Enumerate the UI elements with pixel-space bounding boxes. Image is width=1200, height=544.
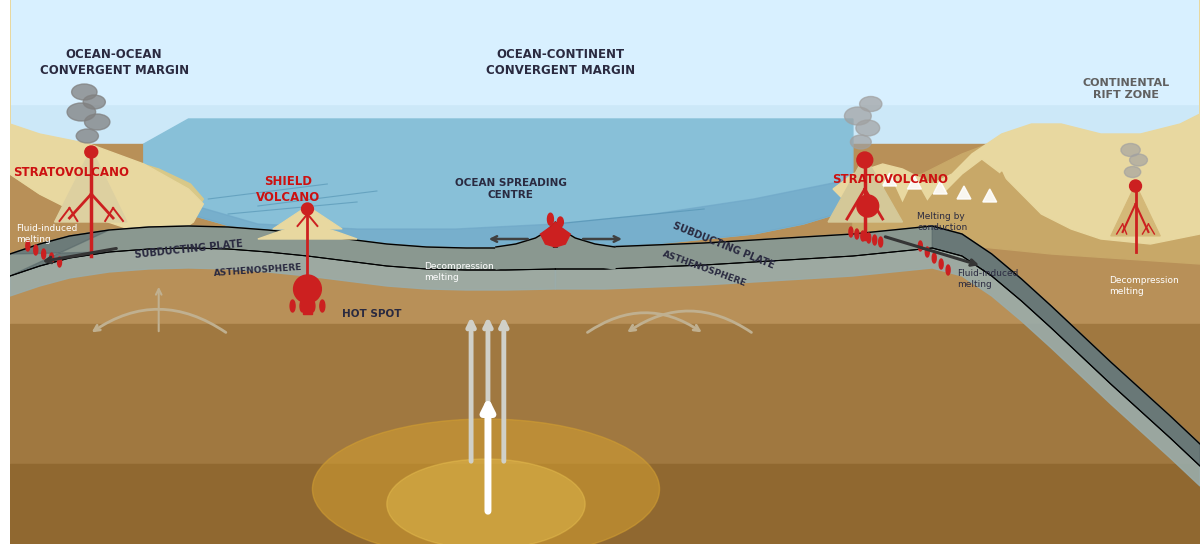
Polygon shape — [10, 230, 109, 276]
Ellipse shape — [300, 300, 305, 312]
Text: CONTINENTAL
RIFT ZONE: CONTINENTAL RIFT ZONE — [1082, 78, 1169, 100]
Text: OCEAN-CONTINENT
CONVERGENT MARGIN: OCEAN-CONTINENT CONVERGENT MARGIN — [486, 47, 635, 77]
Ellipse shape — [72, 84, 97, 100]
Polygon shape — [272, 206, 342, 229]
Polygon shape — [958, 186, 971, 199]
Text: SHIELD
VOLCANO: SHIELD VOLCANO — [256, 175, 319, 203]
Polygon shape — [858, 179, 871, 192]
Ellipse shape — [872, 235, 877, 245]
Ellipse shape — [58, 257, 61, 267]
Ellipse shape — [866, 233, 871, 243]
Polygon shape — [883, 173, 896, 186]
Ellipse shape — [932, 253, 936, 263]
Polygon shape — [828, 156, 902, 222]
Polygon shape — [983, 189, 997, 202]
Ellipse shape — [946, 265, 950, 275]
Polygon shape — [833, 0, 1200, 244]
Text: Fluid-induced
melting: Fluid-induced melting — [958, 269, 1019, 289]
Ellipse shape — [386, 459, 586, 544]
Text: OCEAN-OCEAN
CONVERGENT MARGIN: OCEAN-OCEAN CONVERGENT MARGIN — [40, 47, 188, 77]
Polygon shape — [144, 179, 853, 249]
Text: Decompression
melting: Decompression melting — [425, 262, 494, 282]
Bar — [10, 324, 1200, 544]
Ellipse shape — [848, 227, 853, 237]
Polygon shape — [907, 176, 922, 189]
Text: STRATOVOLCANO: STRATOVOLCANO — [13, 165, 130, 178]
Ellipse shape — [547, 213, 553, 225]
Ellipse shape — [312, 419, 660, 544]
Bar — [10, 0, 1200, 164]
Ellipse shape — [918, 241, 923, 251]
Polygon shape — [540, 222, 570, 247]
Ellipse shape — [1129, 154, 1147, 166]
Polygon shape — [144, 119, 853, 249]
Polygon shape — [1111, 184, 1160, 236]
Ellipse shape — [1129, 180, 1141, 192]
Ellipse shape — [85, 146, 97, 158]
Polygon shape — [934, 181, 947, 194]
Ellipse shape — [557, 217, 563, 227]
Ellipse shape — [34, 245, 37, 255]
Ellipse shape — [83, 95, 106, 109]
Ellipse shape — [1121, 144, 1140, 157]
Polygon shape — [10, 248, 556, 296]
Text: Fluid-induced
melting: Fluid-induced melting — [16, 224, 77, 244]
Ellipse shape — [294, 275, 322, 303]
Ellipse shape — [290, 300, 295, 312]
Polygon shape — [556, 226, 1200, 466]
Ellipse shape — [851, 135, 871, 149]
Ellipse shape — [845, 107, 871, 125]
Ellipse shape — [854, 229, 859, 239]
Polygon shape — [258, 226, 358, 239]
Text: ASTHENOSPHERE: ASTHENOSPHERE — [661, 250, 748, 288]
Polygon shape — [54, 149, 127, 222]
Ellipse shape — [860, 231, 865, 241]
Text: OCEAN SPREADING
CENTRE: OCEAN SPREADING CENTRE — [455, 178, 566, 200]
Ellipse shape — [76, 129, 98, 143]
Text: SUBDUCTING PLATE: SUBDUCTING PLATE — [134, 238, 244, 259]
Bar — [10, 464, 1200, 544]
Ellipse shape — [84, 114, 110, 130]
Polygon shape — [556, 248, 1200, 486]
Ellipse shape — [320, 300, 325, 312]
Text: ASTHENOSPHERE: ASTHENOSPHERE — [214, 262, 302, 277]
Ellipse shape — [859, 96, 882, 112]
Ellipse shape — [42, 249, 46, 259]
Ellipse shape — [49, 253, 54, 263]
Polygon shape — [10, 0, 203, 229]
Ellipse shape — [878, 237, 883, 247]
Polygon shape — [10, 0, 203, 234]
Bar — [10, 0, 1200, 104]
Polygon shape — [496, 222, 614, 269]
Ellipse shape — [310, 300, 314, 312]
Text: Decompression
melting: Decompression melting — [1109, 276, 1178, 296]
Ellipse shape — [925, 247, 929, 257]
Polygon shape — [10, 226, 556, 276]
Ellipse shape — [940, 259, 943, 269]
Ellipse shape — [26, 241, 30, 251]
Bar — [10, 144, 1200, 544]
Ellipse shape — [67, 103, 96, 121]
Polygon shape — [932, 226, 1200, 466]
Ellipse shape — [857, 195, 878, 217]
Text: STRATOVOLCANO: STRATOVOLCANO — [833, 172, 948, 186]
Text: HOT SPOT: HOT SPOT — [342, 309, 402, 319]
Ellipse shape — [857, 152, 872, 168]
Polygon shape — [302, 289, 312, 314]
Polygon shape — [853, 0, 1200, 264]
Ellipse shape — [1124, 166, 1141, 177]
Text: Melting by
conduction: Melting by conduction — [917, 212, 967, 232]
Text: SUBDUCTING PLATE: SUBDUCTING PLATE — [672, 221, 776, 271]
Ellipse shape — [301, 203, 313, 215]
Ellipse shape — [856, 120, 880, 136]
Polygon shape — [853, 172, 1012, 234]
